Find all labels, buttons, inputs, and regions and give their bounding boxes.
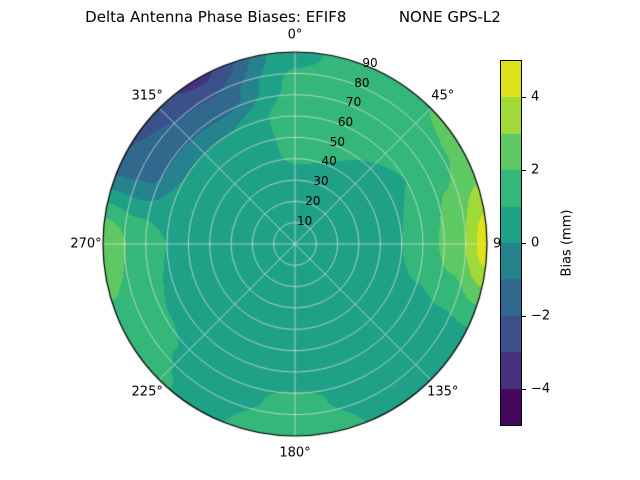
colorbar-band	[501, 315, 521, 353]
r-tick-label-90: 90	[362, 55, 378, 70]
colorbar-band	[501, 243, 521, 280]
r-tick-label-10: 10	[297, 213, 313, 228]
theta-tick-label-135: 135°	[427, 384, 459, 400]
colorbar-band	[501, 352, 521, 389]
theta-tick-label-0: 0°	[287, 27, 303, 43]
colorbar-band	[501, 133, 521, 171]
theta-tick-label-45: 45°	[431, 88, 455, 104]
colorbar-band	[501, 388, 521, 426]
r-tick-label-60: 60	[337, 115, 354, 130]
theta-tick-label-315: 315°	[131, 88, 163, 104]
colorbar-tick	[522, 316, 526, 318]
theta-tick-label-270: 270°	[70, 236, 102, 252]
colorbar-axis-label: Bias (mm)	[559, 209, 575, 277]
r-tick-label-20: 20	[305, 193, 321, 208]
colorbar-band	[501, 279, 521, 316]
colorbar-tick	[522, 243, 526, 244]
colorbar-band	[501, 97, 521, 134]
colorbar-band	[501, 206, 521, 244]
r-tick-label-50: 50	[329, 134, 345, 149]
colorbar-band	[501, 61, 521, 98]
colorbar-tick-label-2: 2	[531, 162, 540, 178]
r-tick-label-40: 40	[321, 154, 337, 169]
colorbar-tick	[522, 169, 526, 171]
r-tick-label-70: 70	[346, 95, 362, 110]
colorbar-tick	[522, 389, 526, 391]
colorbar-tick-label--4: −4	[531, 381, 551, 397]
theta-tick-label-225: 225°	[131, 384, 163, 400]
theta-tick-label-180: 180°	[279, 445, 311, 461]
colorbar	[500, 60, 522, 426]
r-tick-label-30: 30	[313, 174, 329, 189]
colorbar-tick-label-0: 0	[531, 235, 540, 251]
colorbar-band	[501, 170, 521, 207]
colorbar-tick	[522, 96, 526, 98]
colorbar-tick-label--2: −2	[531, 308, 551, 324]
r-tick-label-80: 80	[354, 75, 370, 90]
colorbar-tick-label-4: 4	[531, 89, 540, 105]
